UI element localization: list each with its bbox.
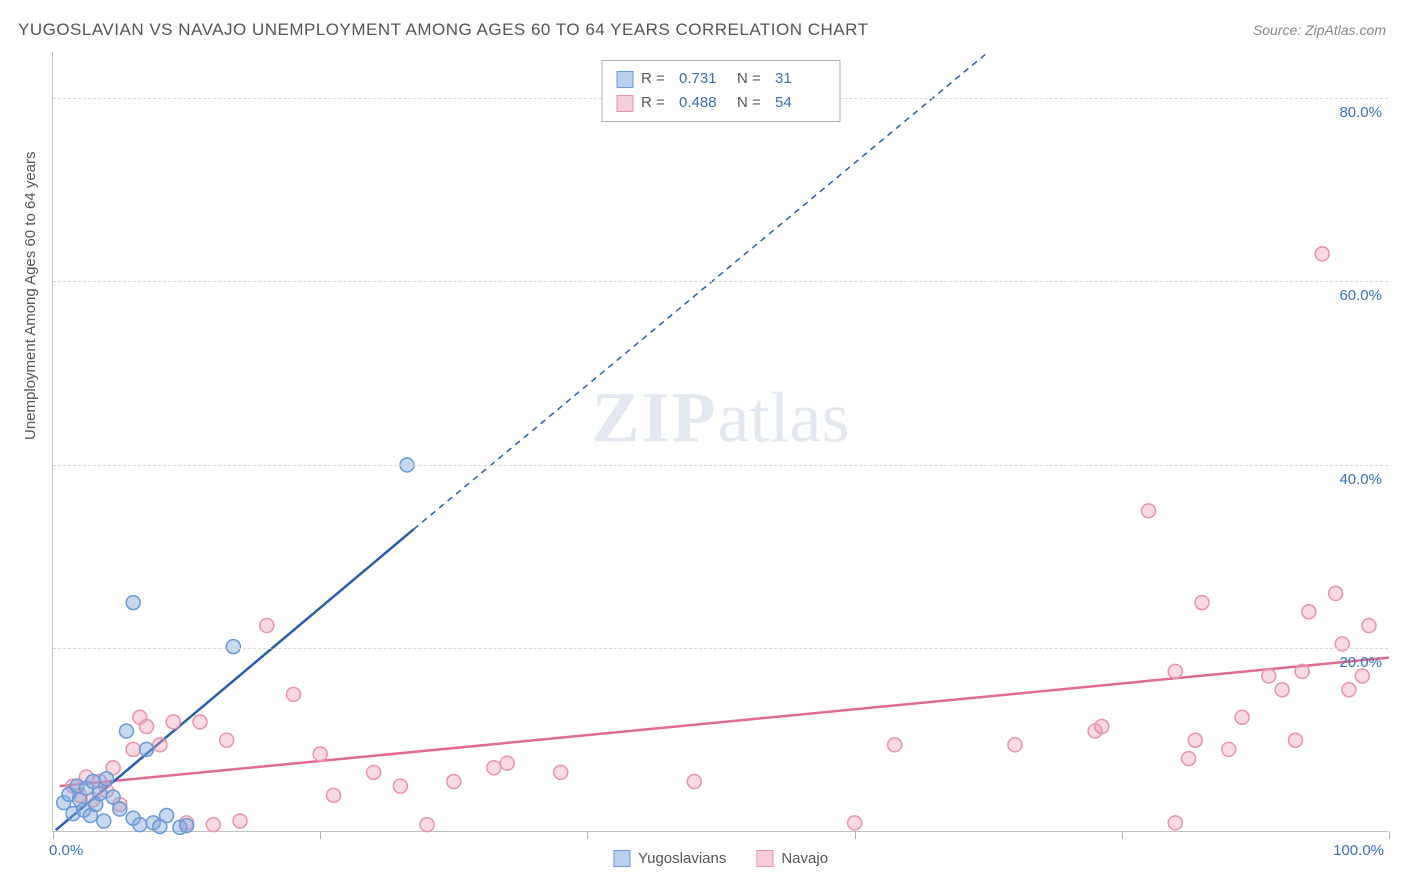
y-tick-label: 20.0% xyxy=(1339,654,1382,671)
data-point xyxy=(487,761,501,775)
n-value-navajo: 54 xyxy=(775,91,825,115)
data-point xyxy=(1188,733,1202,747)
data-point xyxy=(447,775,461,789)
data-point xyxy=(1222,742,1236,756)
data-point xyxy=(1095,719,1109,733)
x-tick-label: 100.0% xyxy=(1333,842,1384,859)
x-tick xyxy=(1122,831,1123,839)
data-point xyxy=(99,772,113,786)
data-point xyxy=(1168,816,1182,830)
data-point xyxy=(420,818,434,832)
data-point xyxy=(140,719,154,733)
legend-item-navajo: Navajo xyxy=(756,850,828,867)
y-tick-label: 60.0% xyxy=(1339,287,1382,304)
source-label: Source: ZipAtlas.com xyxy=(1253,22,1386,38)
data-point xyxy=(1008,738,1022,752)
r-label: R = xyxy=(641,91,671,115)
data-point xyxy=(1362,619,1376,633)
stats-legend: R = 0.731 N = 31 R = 0.488 N = 54 xyxy=(601,60,840,122)
data-point xyxy=(554,765,568,779)
y-axis-label: Unemployment Among Ages 60 to 64 years xyxy=(22,151,39,440)
data-point xyxy=(126,742,140,756)
y-tick-label: 40.0% xyxy=(1339,471,1382,488)
n-label: N = xyxy=(737,67,767,91)
data-point xyxy=(1262,669,1276,683)
x-tick xyxy=(1389,831,1390,839)
data-point xyxy=(687,775,701,789)
swatch-navajo xyxy=(756,850,773,867)
data-point xyxy=(180,819,194,833)
r-label: R = xyxy=(641,67,671,91)
data-point xyxy=(97,814,111,828)
n-label: N = xyxy=(737,91,767,115)
x-tick xyxy=(53,831,54,839)
n-value-yugoslavians: 31 xyxy=(775,67,825,91)
data-point xyxy=(166,715,180,729)
data-point xyxy=(206,818,220,832)
data-point xyxy=(1288,733,1302,747)
data-point xyxy=(1168,664,1182,678)
data-point xyxy=(1302,605,1316,619)
data-point xyxy=(1315,247,1329,261)
data-point xyxy=(140,742,154,756)
trend-line xyxy=(60,658,1389,786)
x-tick xyxy=(855,831,856,839)
swatch-yugoslavians xyxy=(616,71,633,88)
data-point xyxy=(1295,664,1309,678)
legend-label-navajo: Navajo xyxy=(781,850,828,867)
data-point xyxy=(193,715,207,729)
data-point xyxy=(367,765,381,779)
data-point xyxy=(313,747,327,761)
r-value-yugoslavians: 0.731 xyxy=(679,67,729,91)
data-point xyxy=(1182,752,1196,766)
data-point xyxy=(286,687,300,701)
data-point xyxy=(1275,683,1289,697)
y-tick-label: 80.0% xyxy=(1339,104,1382,121)
data-point xyxy=(160,808,174,822)
data-point xyxy=(126,596,140,610)
gridline xyxy=(53,648,1388,649)
data-point xyxy=(393,779,407,793)
swatch-navajo xyxy=(616,95,633,112)
x-tick xyxy=(320,831,321,839)
data-point xyxy=(1342,683,1356,697)
data-point xyxy=(133,818,147,832)
data-point xyxy=(220,733,234,747)
data-point xyxy=(500,756,514,770)
data-point xyxy=(153,738,167,752)
series-legend: Yugoslavians Navajo xyxy=(613,850,828,867)
stats-row-navajo: R = 0.488 N = 54 xyxy=(616,91,825,115)
data-point xyxy=(119,724,133,738)
data-point xyxy=(233,814,247,828)
legend-item-yugoslavians: Yugoslavians xyxy=(613,850,726,867)
chart-title: YUGOSLAVIAN VS NAVAJO UNEMPLOYMENT AMONG… xyxy=(18,20,869,40)
trend-line xyxy=(414,52,988,529)
data-point xyxy=(226,640,240,654)
swatch-yugoslavians xyxy=(613,850,630,867)
data-point xyxy=(888,738,902,752)
gridline xyxy=(53,465,1388,466)
data-point xyxy=(848,816,862,830)
data-point xyxy=(93,786,107,800)
data-point xyxy=(113,802,127,816)
data-point xyxy=(260,619,274,633)
x-tick-label: 0.0% xyxy=(49,842,83,859)
x-tick xyxy=(587,831,588,839)
chart-area: ZIPatlas R = 0.731 N = 31 R = 0.488 N = … xyxy=(52,52,1388,832)
legend-label-yugoslavians: Yugoslavians xyxy=(638,850,726,867)
stats-row-yugoslavians: R = 0.731 N = 31 xyxy=(616,67,825,91)
data-point xyxy=(327,788,341,802)
data-point xyxy=(1235,710,1249,724)
plot-svg xyxy=(53,52,1388,831)
data-point xyxy=(1195,596,1209,610)
r-value-navajo: 0.488 xyxy=(679,91,729,115)
gridline xyxy=(53,281,1388,282)
data-point xyxy=(1142,504,1156,518)
data-point xyxy=(1329,586,1343,600)
